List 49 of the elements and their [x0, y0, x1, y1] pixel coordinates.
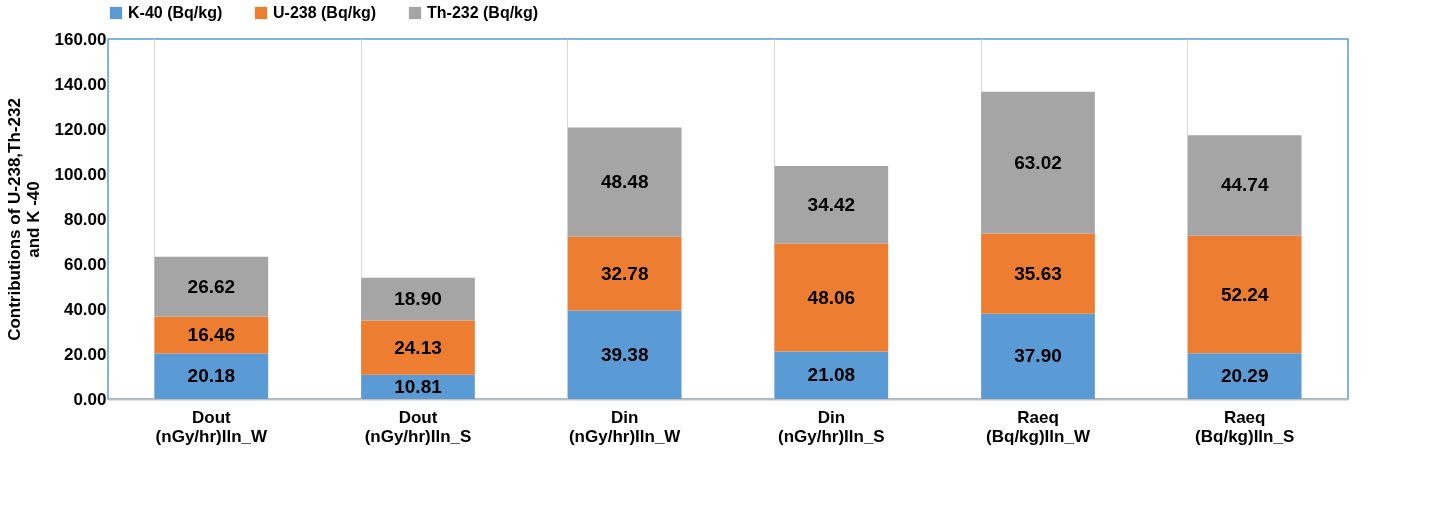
bar — [981, 233, 1095, 314]
x-tick-label: Raeq (Bq/kg)Iln_W — [986, 407, 1091, 446]
y-tick-label: 40.00 — [63, 299, 107, 319]
x-tick-label: Dout (nGy/hr)Iln_S — [364, 407, 472, 446]
legend-label: Th-232 (Bq/kg) — [427, 4, 539, 21]
x-tick-label: Raeq (Bq/kg)Iln_S — [1195, 407, 1295, 446]
data-label: 26.62 — [187, 275, 236, 297]
data-label: 63.02 — [1014, 151, 1062, 173]
data-label: 39.38 — [600, 343, 649, 365]
y-tick-label: 0.00 — [73, 389, 107, 409]
data-label: 35.63 — [1014, 262, 1062, 284]
y-axis-title: Contributions of U-238,Th-232 and K -40 — [4, 98, 43, 341]
bar — [567, 127, 682, 237]
y-tick-label: 120.00 — [54, 119, 107, 139]
data-label: 52.24 — [1220, 283, 1269, 305]
data-label: 10.81 — [394, 375, 443, 397]
bar — [567, 236, 682, 311]
legend-label: K-40 (Bq/kg) — [128, 4, 223, 21]
y-tick-label: 100.00 — [54, 164, 107, 184]
data-label: 34.42 — [807, 193, 856, 215]
x-tick-label: Din (nGy/hr)Iln_W — [568, 407, 682, 446]
bar — [981, 91, 1095, 234]
data-label: 18.90 — [394, 288, 442, 310]
data-label: 37.90 — [1014, 345, 1062, 367]
legend-label: U-238 (Bq/kg) — [273, 4, 377, 21]
data-label: 48.06 — [807, 286, 856, 308]
bar — [1187, 235, 1302, 354]
bar — [361, 277, 475, 321]
data-label: 44.74 — [1220, 174, 1269, 196]
bar — [1187, 135, 1302, 236]
y-tick-label: 20.00 — [63, 344, 107, 364]
data-label: 48.48 — [600, 171, 649, 193]
y-tick-label: 160.00 — [54, 29, 107, 49]
bar — [154, 256, 269, 317]
bar — [154, 316, 269, 354]
data-label: 24.13 — [394, 336, 442, 358]
data-label: 21.08 — [807, 364, 856, 386]
x-tick-label: Dout (nGy/hr)Iln_W — [155, 407, 268, 446]
bar — [774, 243, 889, 352]
bar — [774, 165, 889, 244]
data-label: 20.18 — [187, 365, 236, 387]
bar — [361, 320, 475, 375]
y-tick-label: 80.00 — [63, 209, 107, 229]
data-label: 16.46 — [187, 324, 236, 346]
y-tick-label: 140.00 — [54, 74, 107, 94]
y-tick-label: 60.00 — [63, 254, 107, 274]
x-tick-label: Din (nGy/hr)Iln_S — [777, 407, 885, 446]
data-label: 20.29 — [1220, 365, 1269, 387]
data-label: 32.78 — [600, 262, 649, 284]
